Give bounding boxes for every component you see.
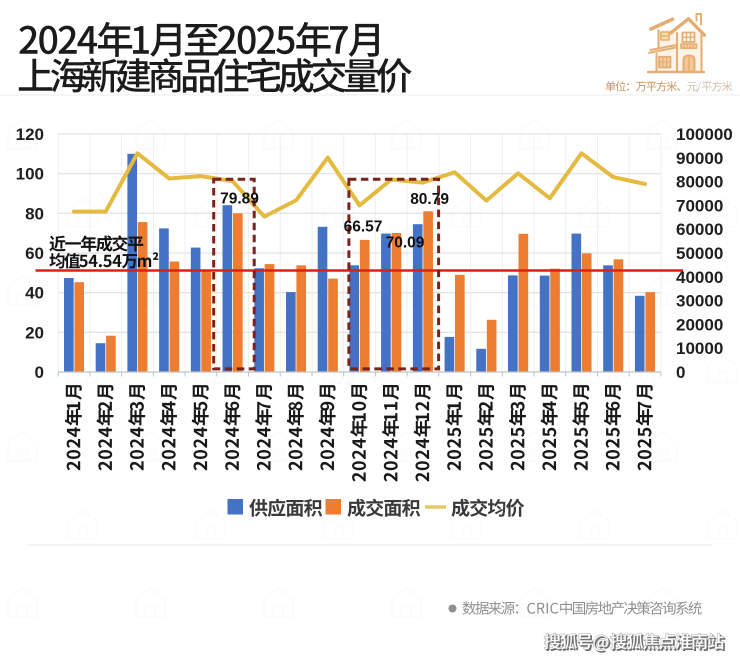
- svg-text:70000: 70000: [676, 196, 723, 215]
- svg-text:90000: 90000: [676, 149, 723, 168]
- svg-text:66.57: 66.57: [344, 219, 383, 236]
- svg-text:79.89: 79.89: [220, 191, 259, 208]
- svg-text:40: 40: [25, 284, 44, 303]
- svg-text:30000: 30000: [676, 292, 723, 311]
- svg-text:50000: 50000: [676, 244, 723, 263]
- svg-text:80000: 80000: [676, 173, 723, 192]
- svg-text:70.09: 70.09: [386, 235, 425, 252]
- svg-text:0: 0: [35, 363, 44, 382]
- svg-text:100: 100: [16, 165, 44, 184]
- svg-text:100000: 100000: [676, 125, 733, 144]
- svg-text:80.79: 80.79: [410, 191, 449, 208]
- svg-text:0: 0: [676, 363, 685, 382]
- svg-text:20000: 20000: [676, 315, 723, 334]
- svg-text:80: 80: [25, 204, 44, 223]
- svg-text:20: 20: [25, 323, 44, 342]
- svg-text:10000: 10000: [676, 339, 723, 358]
- svg-text:120: 120: [16, 125, 44, 144]
- svg-text:60000: 60000: [676, 220, 723, 239]
- svg-text:40000: 40000: [676, 268, 723, 287]
- svg-text:60: 60: [25, 244, 44, 263]
